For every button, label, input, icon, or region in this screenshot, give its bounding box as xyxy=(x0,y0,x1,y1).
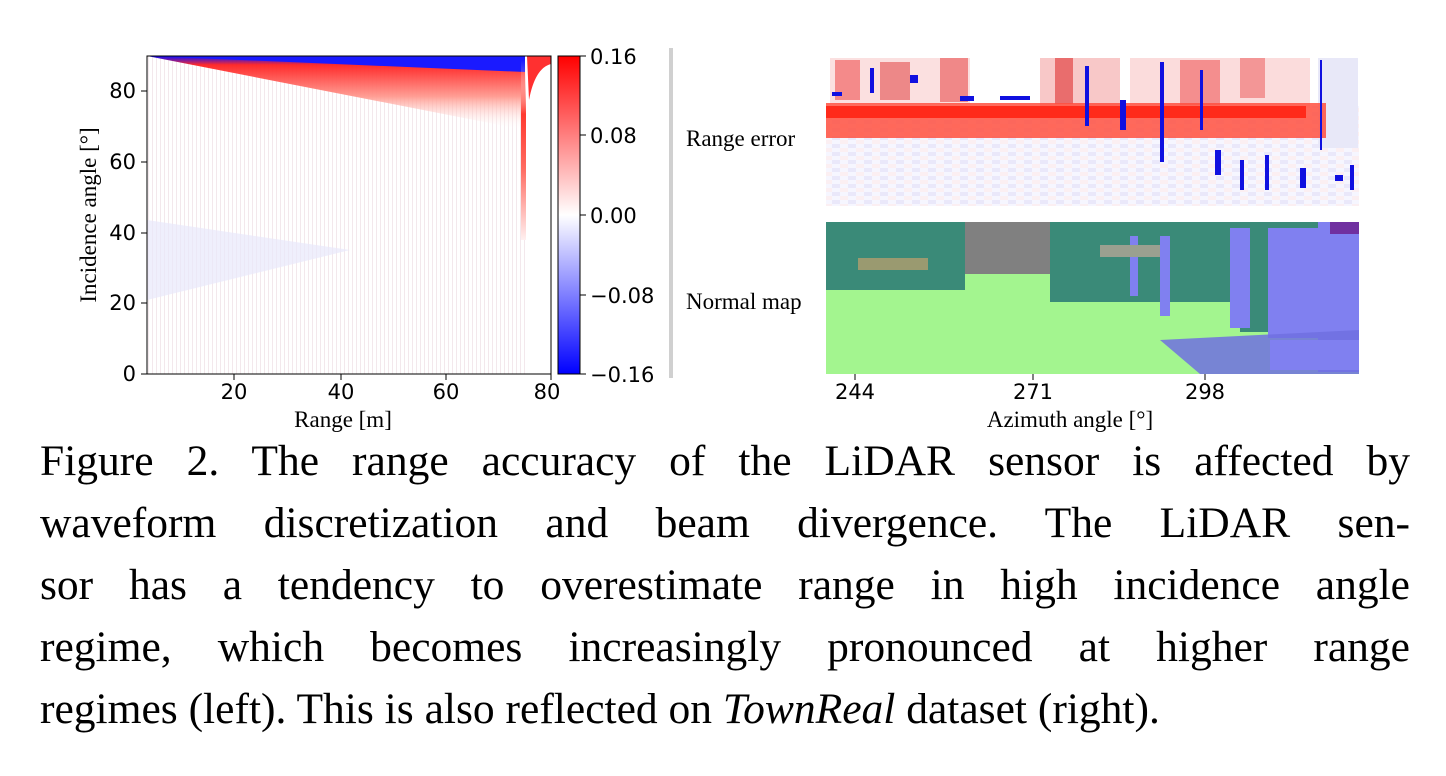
range-error-blue-specks xyxy=(832,60,1354,190)
colorbar: 0.16 0.08 0.00 −0.08 −0.16 xyxy=(557,45,654,387)
y-axis: 0 20 40 60 80 Incidence angle [°] xyxy=(76,79,147,386)
caption-line-5: regimes (left). This is also reflected o… xyxy=(40,678,1410,740)
heatmap-red-wedge xyxy=(147,56,525,130)
range-error-panel: Range error xyxy=(686,56,1359,206)
heatmap-red-band xyxy=(521,60,526,240)
azimuth-axis-label: Azimuth angle [°] xyxy=(987,407,1153,432)
normal-map-sky xyxy=(965,222,1050,274)
caption-text-before: regimes (left). This is also reflected o… xyxy=(40,685,723,733)
dataset-name: TownReal xyxy=(722,685,896,733)
x-axis: 20 40 60 80 Range [m] xyxy=(221,374,561,432)
colorbar-tick-zero: 0.00 xyxy=(590,204,637,228)
y-tick-0: 0 xyxy=(123,362,136,386)
caption-line-4: regime, which becomes increasingly prono… xyxy=(40,623,1410,671)
caption-line-2: waveform discretization and beam diverge… xyxy=(40,499,1410,547)
figure-caption: Figure 2. The range accuracy of the LiDA… xyxy=(40,430,1410,740)
x-tick-80: 80 xyxy=(534,380,561,404)
normal-map-panel: Normal map xyxy=(686,222,1359,374)
panel-divider xyxy=(669,48,673,378)
azimuth-axis: 244 271 298 Azimuth angle [°] xyxy=(835,374,1225,432)
y-tick-80: 80 xyxy=(109,79,136,103)
heatmap-blue-edge xyxy=(147,56,525,72)
y-tick-60: 60 xyxy=(109,150,136,174)
x-tick-20: 20 xyxy=(221,380,248,404)
caption-text-after: dataset (right). xyxy=(895,685,1160,733)
colorbar-gradient xyxy=(557,55,581,375)
y-tick-40: 40 xyxy=(109,221,136,245)
colorbar-tick-max: 0.16 xyxy=(590,45,637,69)
colorbar-tick-min: −0.16 xyxy=(590,363,654,387)
heatmap-faint-blue xyxy=(147,220,350,300)
left-heatmap: 0 20 40 60 80 Incidence angle [°] 20 40 … xyxy=(76,55,561,432)
y-axis-label: Incidence angle [°] xyxy=(76,127,101,302)
azimuth-tick-244: 244 xyxy=(835,380,875,404)
caption-line-3: sor has a tendency to overestimate range… xyxy=(40,561,1410,609)
x-axis-label: Range [m] xyxy=(294,407,392,432)
heatmap-frame xyxy=(146,55,552,375)
azimuth-tick-271: 271 xyxy=(1013,380,1053,404)
normal-map-wall xyxy=(1268,228,1318,338)
y-tick-20: 20 xyxy=(109,291,136,315)
figure-2: 0 20 40 60 80 Incidence angle [°] 20 40 … xyxy=(76,45,1359,432)
colorbar-tick-low: −0.08 xyxy=(590,284,654,308)
normal-map-label: Normal map xyxy=(686,289,802,314)
heatmap-cutoff-region xyxy=(527,56,551,374)
range-error-label: Range error xyxy=(686,126,796,151)
colorbar-tick-high: 0.08 xyxy=(590,124,637,148)
azimuth-tick-298: 298 xyxy=(1185,380,1225,404)
heatmap-red-corner xyxy=(527,56,551,100)
caption-line-1: Figure 2. The range accuracy of the LiDA… xyxy=(40,437,1410,485)
x-tick-40: 40 xyxy=(328,380,355,404)
x-tick-60: 60 xyxy=(433,380,460,404)
